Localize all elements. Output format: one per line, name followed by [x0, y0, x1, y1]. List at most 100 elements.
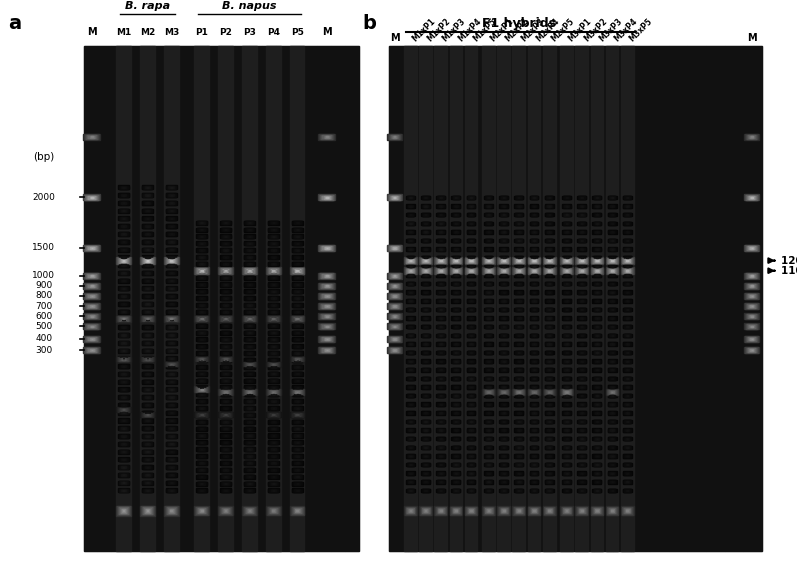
Bar [468, 377, 474, 380]
Bar [502, 260, 505, 261]
Bar [119, 387, 128, 391]
Bar [499, 377, 508, 380]
Bar [528, 507, 540, 515]
Bar [577, 420, 587, 423]
Bar [564, 300, 569, 302]
Bar [293, 311, 301, 313]
Bar [438, 325, 444, 328]
Bar [611, 260, 614, 261]
Bar [223, 346, 228, 347]
Bar [120, 474, 127, 476]
Bar [548, 205, 550, 207]
Bar [407, 239, 414, 242]
Bar [119, 450, 128, 453]
Bar [581, 510, 583, 511]
Bar [422, 282, 429, 285]
Bar [409, 257, 412, 258]
Bar [546, 489, 552, 491]
Bar [562, 308, 571, 311]
Bar [515, 446, 523, 449]
Bar [268, 303, 279, 307]
Bar [406, 412, 414, 414]
Bar [142, 449, 153, 453]
Bar [451, 247, 461, 251]
Bar [221, 324, 230, 327]
Bar [422, 463, 429, 466]
Bar [143, 342, 151, 344]
Bar [594, 429, 600, 432]
Bar [595, 404, 599, 405]
Text: 1500: 1500 [33, 243, 55, 253]
Bar [609, 386, 615, 388]
Bar [626, 317, 629, 319]
Bar [169, 474, 174, 476]
Bar [515, 377, 523, 380]
Bar [592, 222, 602, 225]
Bar [222, 414, 230, 416]
Bar [270, 304, 277, 306]
Bar [248, 401, 251, 402]
Bar [622, 377, 632, 380]
Bar [196, 488, 207, 492]
Bar [247, 269, 252, 272]
Bar [623, 394, 631, 397]
Bar [485, 386, 492, 389]
Bar [144, 365, 151, 367]
Bar [516, 274, 522, 276]
Bar [533, 249, 535, 250]
Bar [120, 380, 128, 383]
Bar [318, 313, 336, 319]
Bar [610, 464, 614, 466]
Bar [144, 194, 151, 196]
Bar [196, 282, 207, 286]
Bar [293, 379, 301, 382]
Bar [501, 205, 507, 207]
Bar [486, 480, 491, 483]
Bar [626, 395, 628, 396]
Bar [467, 196, 475, 199]
Bar [631, 46, 650, 551]
Bar [532, 326, 536, 327]
Bar [751, 306, 752, 307]
Bar [295, 391, 300, 393]
Bar [222, 435, 229, 436]
Bar [455, 317, 457, 319]
Bar [579, 240, 584, 242]
Bar [545, 429, 553, 432]
Bar [438, 325, 444, 328]
Bar [145, 327, 150, 328]
Bar [562, 316, 571, 320]
Bar [222, 421, 230, 423]
Bar [121, 428, 126, 429]
Bar [436, 213, 446, 216]
Bar [220, 413, 231, 417]
Bar [422, 455, 430, 457]
Bar [406, 480, 414, 483]
Bar [566, 386, 567, 387]
Bar [516, 360, 522, 363]
Bar [563, 273, 571, 277]
Bar [389, 284, 400, 288]
Bar [438, 377, 444, 380]
Bar [294, 304, 300, 306]
Bar [120, 443, 128, 445]
Bar [467, 343, 475, 346]
Bar [748, 135, 755, 138]
Bar [545, 360, 553, 363]
Bar [595, 317, 599, 319]
Bar [502, 270, 505, 272]
Bar [222, 304, 230, 307]
Bar [488, 352, 489, 353]
Bar [579, 259, 584, 262]
Bar [85, 304, 98, 308]
Bar [421, 325, 430, 328]
Bar [223, 469, 228, 471]
Bar [436, 333, 446, 337]
Bar [626, 421, 628, 422]
Bar [499, 437, 508, 440]
Bar [293, 413, 301, 416]
Bar [271, 229, 276, 230]
Bar [436, 196, 446, 199]
Bar [610, 300, 614, 302]
Bar [531, 222, 537, 224]
